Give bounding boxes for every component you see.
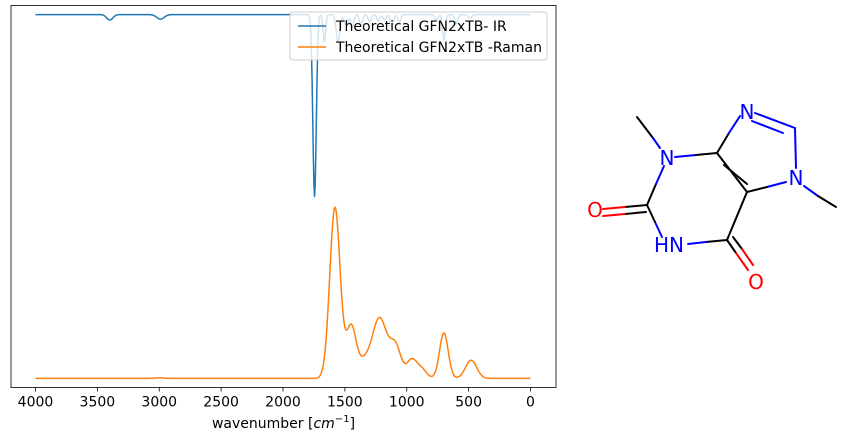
bond-c2-n3-b [655, 165, 665, 185]
bond-c2-o-b [602, 206, 626, 210]
atom-n1-label: HN [654, 233, 684, 257]
bond-c2-o-inner-b [602, 213, 626, 217]
bond-c4-c5-inner [723, 164, 748, 185]
bond-n3-c4 [695, 152, 718, 156]
spectrum-chart: 4000 3500 3000 2500 2000 1500 1000 500 0 wavenum… [10, 5, 557, 432]
bond-methyl-n3 [636, 116, 654, 139]
bond-c6-o-b [735, 252, 749, 271]
x-axis-label: wavenumber [cm−1] [212, 414, 355, 432]
bond-n3-c4-b [674, 154, 697, 158]
atom-n7-label: N [789, 166, 804, 190]
legend: Theoretical GFN2xTB- IR Theoretical GFN2… [289, 11, 548, 61]
bond-c4-n9 [716, 132, 730, 154]
series-layer [35, 13, 531, 380]
atom-n9-label: N [740, 100, 755, 124]
x-tick-label: 1000 [389, 395, 425, 411]
bond-n1-c2 [654, 221, 663, 238]
series-line-raman [35, 206, 531, 380]
bond-methyl-n3-b [652, 137, 661, 149]
bond-c2-o [624, 204, 648, 208]
bond-c4-n9-b [728, 115, 741, 134]
bond-c8-n7 [794, 127, 797, 169]
bond-n7-c5 [766, 181, 787, 188]
x-tick-label: 0 [526, 395, 535, 411]
legend-label-ir: Theoretical GFN2xTB- IR [335, 19, 507, 35]
legend-label-raman: Theoretical GFN2xTB -Raman [335, 40, 542, 56]
x-tick-label: 3500 [80, 395, 116, 411]
molecule-structure: N N N O HN O [587, 100, 837, 294]
bond-c2-n3 [646, 183, 657, 206]
bond-n1-c2-b [646, 204, 656, 223]
bond-n9-c8 [754, 112, 796, 129]
atom-n3-label: N [660, 146, 675, 170]
bond-c6-o-inner-b [741, 248, 754, 266]
bond-c5-c6 [726, 191, 748, 241]
x-tick-label: 3000 [141, 395, 177, 411]
atom-o6-label: O [748, 270, 764, 294]
bond-c6-o [726, 239, 737, 254]
bond-c6-o-inner [732, 236, 743, 250]
bond-c6-n1 [705, 239, 728, 243]
bond-n7-methyl-b [817, 195, 837, 208]
x-tick-label: 2500 [203, 395, 239, 411]
x-tick-label: 1500 [327, 395, 363, 411]
bond-n7-c5-b [746, 186, 768, 193]
x-tick-label: 2000 [265, 395, 301, 411]
bond-c6-n1-b [687, 241, 707, 245]
x-axis-ticks: 4000 3500 3000 2500 2000 1500 1000 500 0 [18, 387, 535, 411]
x-tick-label: 500 [455, 395, 482, 411]
atom-o2-label: O [587, 198, 603, 222]
legend-box [289, 11, 548, 61]
bond-n7-methyl [803, 185, 819, 197]
bond-n9-c8-inner [751, 120, 784, 134]
bond-c2-o-inner [624, 211, 647, 215]
x-tick-label: 4000 [18, 395, 54, 411]
plot-area-frame [10, 5, 557, 388]
